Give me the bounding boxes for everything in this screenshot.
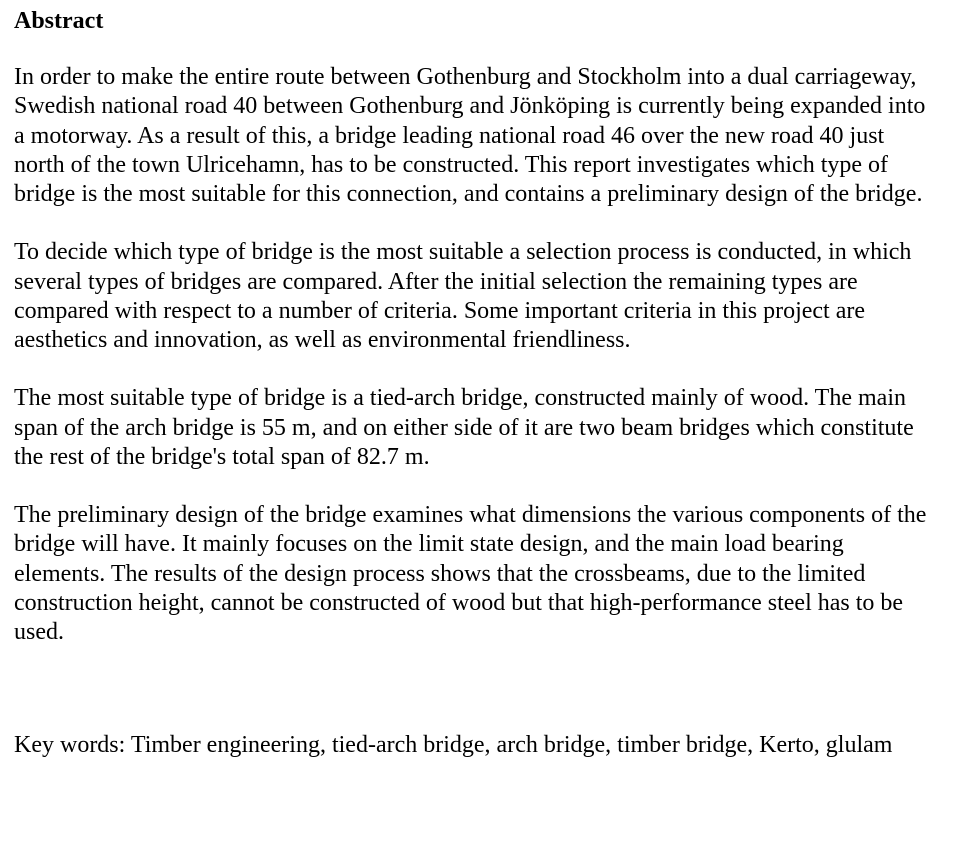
keywords-line: Key words: Timber engineering, tied-arch… [14,732,930,759]
abstract-paragraph: To decide which type of bridge is the mo… [14,238,930,355]
abstract-paragraph: In order to make the entire route betwee… [14,63,930,209]
abstract-page: Abstract In order to make the entire rou… [0,0,960,779]
abstract-paragraph: The preliminary design of the bridge exa… [14,501,930,647]
abstract-heading: Abstract [14,8,930,35]
abstract-paragraph: The most suitable type of bridge is a ti… [14,384,930,472]
